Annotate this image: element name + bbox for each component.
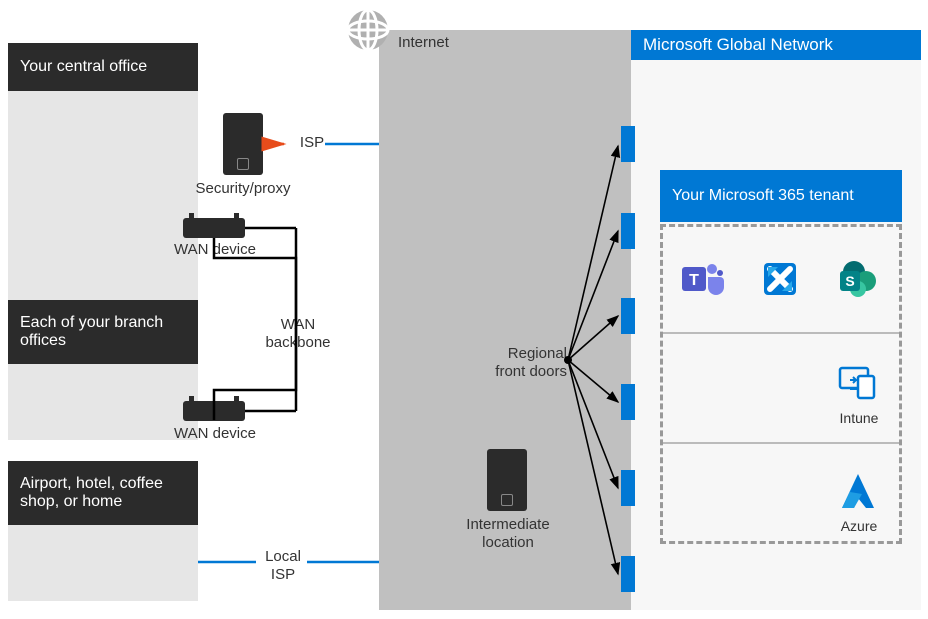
front-door-6 xyxy=(621,556,635,592)
local-isp-label: Local ISP xyxy=(258,548,308,584)
intermediate-label: Intermediate location xyxy=(458,516,558,552)
globe-icon xyxy=(343,5,393,55)
header-branch-offices-label: Each of your branch offices xyxy=(20,314,186,350)
tenant-header-label: Your Microsoft 365 tenant xyxy=(672,187,854,205)
tenant-divider-2 xyxy=(663,442,899,444)
intermediate-device xyxy=(487,449,527,511)
panel-central-office xyxy=(8,91,198,300)
panel-remote xyxy=(8,525,198,601)
wan-device-2-label: WAN device xyxy=(170,425,260,443)
front-door-5 xyxy=(621,470,635,506)
isp-label: ISP xyxy=(292,134,332,152)
ms-network-header-label: Microsoft Global Network xyxy=(643,35,833,55)
header-branch-offices: Each of your branch offices xyxy=(8,300,198,364)
header-central-office: Your central office xyxy=(8,43,198,91)
internet-label: Internet xyxy=(398,34,478,52)
intune-icon xyxy=(836,360,880,404)
svg-text:S: S xyxy=(845,273,854,289)
teams-icon: T xyxy=(680,257,724,301)
regional-front-doors-label: Regional front doors xyxy=(477,345,567,381)
svg-text:T: T xyxy=(689,272,699,289)
front-door-3 xyxy=(621,298,635,334)
security-proxy-device xyxy=(223,113,263,175)
front-door-2 xyxy=(621,213,635,249)
front-door-1 xyxy=(621,126,635,162)
header-central-office-label: Your central office xyxy=(20,58,147,76)
header-remote-label: Airport, hotel, coffee shop, or home xyxy=(20,475,186,511)
front-door-4 xyxy=(621,384,635,420)
wan-device-1 xyxy=(183,218,245,238)
diagram-canvas: Your central office Each of your branch … xyxy=(0,0,928,619)
exchange-icon xyxy=(758,257,802,301)
azure-label: Azure xyxy=(824,518,894,534)
header-remote: Airport, hotel, coffee shop, or home xyxy=(8,461,198,525)
ms-network-header: Microsoft Global Network xyxy=(631,30,921,60)
wan-backbone-label: WAN backbone xyxy=(258,316,338,352)
sharepoint-icon: S xyxy=(836,257,880,301)
security-proxy-label: Security/proxy xyxy=(190,180,296,198)
intune-label: Intune xyxy=(824,410,894,426)
tenant-divider-1 xyxy=(663,332,899,334)
tenant-header: Your Microsoft 365 tenant xyxy=(660,170,902,222)
wan-device-1-label: WAN device xyxy=(170,241,260,259)
azure-icon xyxy=(836,470,880,514)
wan-device-2 xyxy=(183,401,245,421)
